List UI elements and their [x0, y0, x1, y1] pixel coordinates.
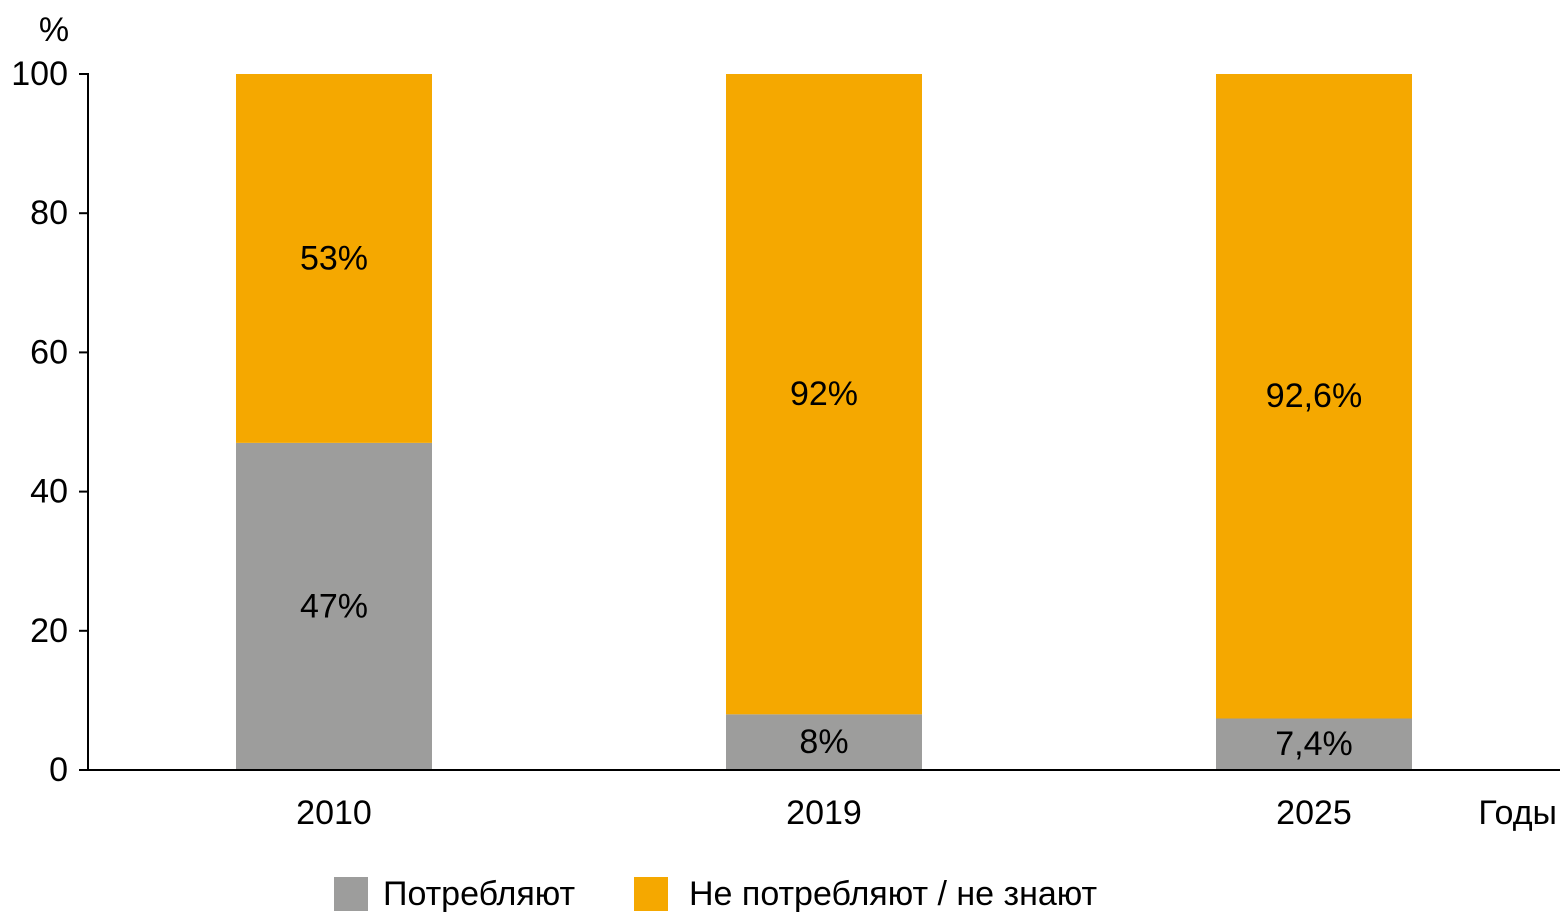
bar-value-label: 7,4% [1275, 725, 1353, 763]
bar-segment-not-consume [236, 74, 432, 443]
bar-segment-consume [726, 714, 922, 770]
y-tick-label: 20 [30, 612, 68, 650]
y-tick-label: 80 [30, 194, 68, 232]
legend-swatch [634, 877, 668, 911]
x-axis-title: Годы [1478, 794, 1557, 832]
bar-value-label: 53% [300, 239, 368, 277]
x-category-label: 2025 [1276, 794, 1352, 832]
bar-value-label: 8% [799, 723, 848, 761]
legend-label: Не потребляют / не знают [689, 875, 1097, 913]
y-tick-label: 60 [30, 333, 68, 371]
bar-segment-not-consume [726, 74, 922, 715]
legend-swatch [334, 877, 368, 911]
legend-label: Потребляют [383, 875, 575, 913]
bar-value-label: 92% [790, 375, 858, 413]
bar-value-label: 92,6% [1266, 377, 1362, 415]
legend: Потребляют Не потребляют / не знают [334, 875, 1097, 913]
x-labels-group: 2010 2019 2025 [296, 794, 1352, 832]
y-tick-label: 100 [11, 55, 68, 93]
bar-labels-group: 47% 53% 8% 92% 7,4% 92,6% [300, 239, 1362, 763]
x-category-label: 2010 [296, 794, 372, 832]
y-tick-label: 0 [49, 751, 68, 789]
bar-value-label: 47% [300, 587, 368, 625]
y-axis-title: % [39, 11, 69, 49]
bar-segment-consume [1216, 718, 1412, 770]
bar-segment-consume [236, 442, 432, 770]
bars-group [236, 74, 1412, 770]
x-category-label: 2019 [786, 794, 862, 832]
y-tick-label: 40 [30, 473, 68, 511]
y-ticks-group: 0 20 40 60 80 100 [11, 55, 88, 789]
bar-segment-not-consume [1216, 74, 1412, 719]
